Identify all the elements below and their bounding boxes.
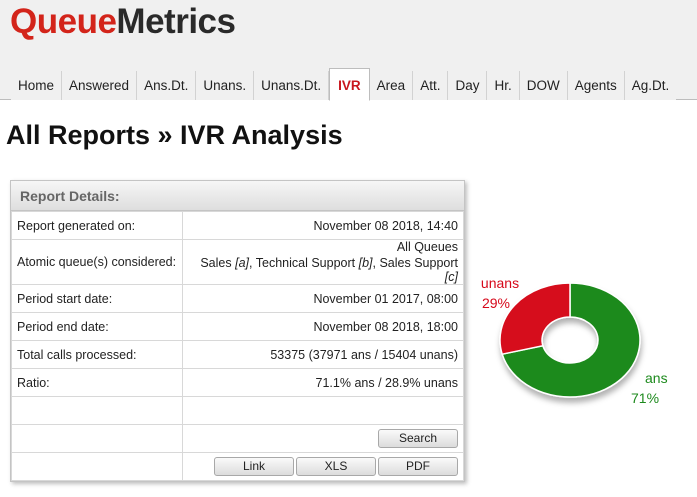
empty-cell (11, 396, 183, 425)
page-title: All Reports » IVR Analysis (6, 120, 343, 150)
queue-code: [b] (358, 256, 373, 270)
end-value: November 08 2018, 18:00 (182, 312, 464, 341)
calls-label: Total calls processed: (11, 340, 183, 369)
tab-day[interactable]: Day (448, 71, 488, 100)
report-details-panel: Report Details: Report generated on: Nov… (10, 180, 465, 482)
export-cell: Link XLS PDF (182, 452, 464, 481)
tab-unans[interactable]: Unans. (196, 71, 255, 100)
ratio-value: 71.1% ans / 28.9% unans (182, 368, 464, 397)
queues-label: Atomic queue(s) considered: (11, 239, 183, 285)
start-label: Period start date: (11, 284, 183, 313)
table-row: Period end date: November 08 2018, 18:00 (11, 312, 464, 341)
queue-name: Sales Support (379, 256, 458, 270)
end-label: Period end date: (11, 312, 183, 341)
empty-cell (11, 424, 183, 453)
report-details-table: Report generated on: November 08 2018, 1… (11, 211, 464, 481)
slice-ans (501, 282, 641, 398)
ivr-donut-chart: ans 71% unans 29% (470, 255, 697, 415)
search-button[interactable]: Search (378, 429, 458, 448)
tab-home[interactable]: Home (11, 71, 63, 100)
queues-all: All Queues (396, 240, 458, 254)
tab-answered[interactable]: Answered (62, 71, 138, 100)
table-row: Link XLS PDF (11, 452, 464, 481)
search-row: Search (188, 429, 458, 448)
value-label-ans: 71% (631, 390, 659, 406)
value-label-unans: 29% (482, 295, 510, 311)
search-cell: Search (182, 424, 464, 453)
queuemetrics-logo[interactable]: QueueMetrics (10, 2, 236, 41)
ratio-label: Ratio: (11, 368, 183, 397)
export-row: Link XLS PDF (188, 457, 458, 476)
queue-code: [a] (235, 256, 250, 270)
generated-value: November 08 2018, 14:40 (182, 211, 464, 240)
report-tabs: Home Answered Ans.Dt. Unans. Unans.Dt. IVR Are… (11, 67, 677, 101)
panel-header: Report Details: (11, 181, 464, 211)
donut-svg: ans 71% unans 29% (481, 275, 668, 406)
tab-agents[interactable]: Agents (567, 71, 625, 100)
queue-name: Sales (200, 256, 232, 270)
queue-code: [c] (444, 270, 458, 284)
empty-cell (182, 396, 464, 425)
table-row: Search (11, 424, 464, 453)
generated-label: Report generated on: (11, 211, 183, 240)
queues-value: All Queues Sales [a], Technical Support … (182, 239, 464, 285)
tab-att[interactable]: Att. (413, 71, 449, 100)
table-row: Total calls processed: 53375 (37971 ans … (11, 340, 464, 369)
start-value: November 01 2017, 08:00 (182, 284, 464, 313)
empty-cell (11, 452, 183, 481)
table-row: Period start date: November 01 2017, 08:… (11, 284, 464, 313)
link-button[interactable]: Link (214, 457, 294, 476)
slice-unans (499, 282, 571, 356)
queue-name: Technical Support (255, 256, 356, 270)
xls-button[interactable]: XLS (296, 457, 376, 476)
tab-ans-dt[interactable]: Ans.Dt. (137, 71, 197, 100)
pdf-button[interactable]: PDF (378, 457, 458, 476)
table-row (11, 396, 464, 425)
table-row: Atomic queue(s) considered: All Queues S… (11, 239, 464, 285)
table-row: Report generated on: November 08 2018, 1… (11, 211, 464, 240)
queues-list: Sales [a], Technical Support [b], Sales … (200, 256, 458, 284)
table-row: Ratio: 71.1% ans / 28.9% unans (11, 368, 464, 397)
calls-value: 53375 (37971 ans / 15404 unans) (182, 340, 464, 369)
tab-ivr[interactable]: IVR (329, 68, 370, 101)
tab-dow[interactable]: DOW (519, 71, 568, 100)
tab-hr[interactable]: Hr. (487, 71, 520, 100)
tab-unans-dt[interactable]: Unans.Dt. (254, 71, 330, 100)
legend-label-ans: ans (645, 370, 668, 386)
app-header: QueueMetrics Home Answered Ans.Dt. Unans. Un… (0, 0, 697, 101)
tab-area[interactable]: Area (369, 71, 414, 100)
tab-ag-dt[interactable]: Ag.Dt. (624, 71, 677, 100)
legend-label-unans: unans (481, 275, 519, 291)
